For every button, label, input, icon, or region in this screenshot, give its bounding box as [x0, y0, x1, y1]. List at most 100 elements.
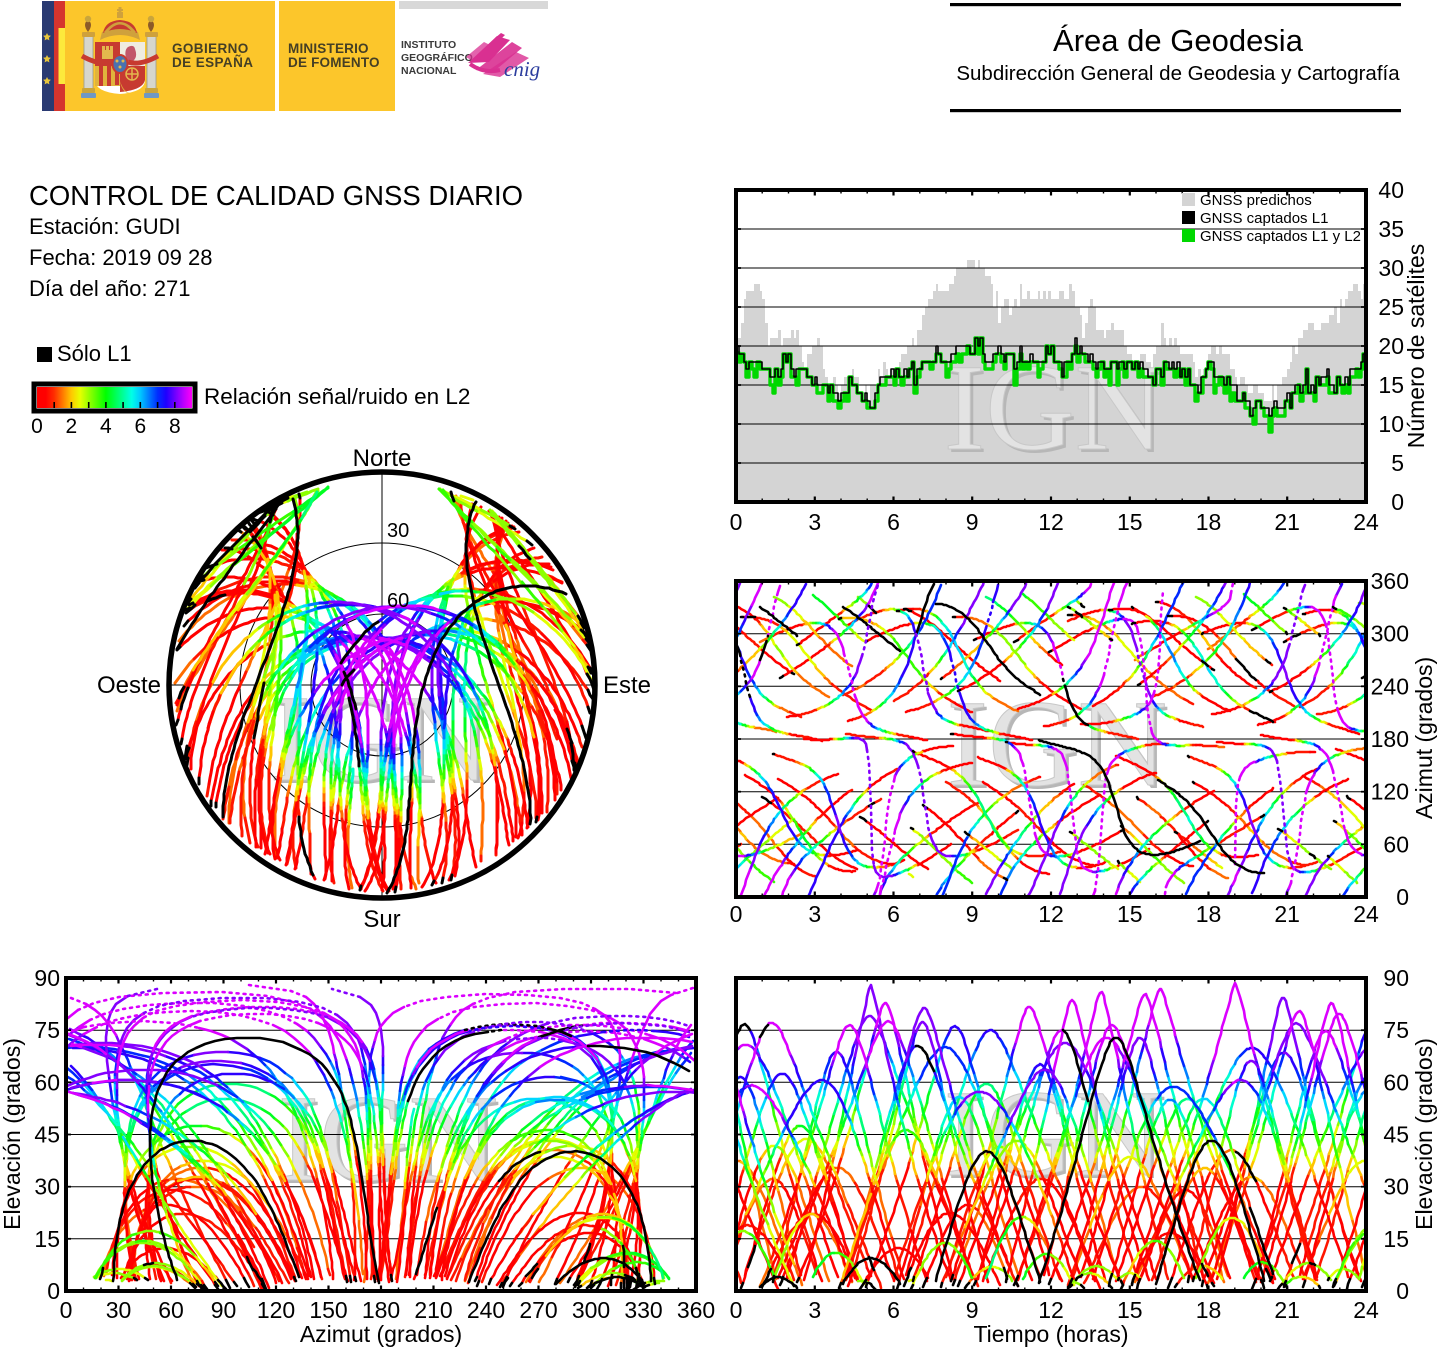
svg-text:4: 4	[100, 415, 112, 438]
svg-text:60: 60	[158, 1297, 184, 1323]
svg-text:Norte: Norte	[353, 445, 412, 472]
svg-text:5: 5	[1391, 450, 1404, 476]
svg-text:Número de satélites: Número de satélites	[1403, 244, 1429, 449]
svg-text:60: 60	[1383, 1069, 1409, 1095]
svg-text:21: 21	[1274, 1297, 1300, 1323]
svg-text:3: 3	[808, 509, 821, 535]
svg-text:12: 12	[1038, 1297, 1064, 1323]
svg-text:30: 30	[1383, 1174, 1409, 1200]
svg-text:GNSS captados L1: GNSS captados L1	[1200, 210, 1328, 227]
svg-text:180: 180	[1371, 726, 1409, 752]
svg-text:15: 15	[1117, 901, 1143, 927]
svg-text:6: 6	[887, 901, 900, 927]
svg-text:90: 90	[1383, 965, 1409, 991]
svg-text:6: 6	[134, 415, 146, 438]
svg-text:Día del año: 271: Día del año: 271	[29, 276, 190, 301]
svg-text:18: 18	[1196, 901, 1222, 927]
svg-text:9: 9	[966, 901, 979, 927]
svg-text:21: 21	[1274, 901, 1300, 927]
svg-text:40: 40	[1378, 177, 1404, 203]
svg-text:0: 0	[47, 1278, 60, 1304]
svg-text:Oeste: Oeste	[97, 672, 161, 699]
svg-text:9: 9	[966, 509, 979, 535]
svg-text:35: 35	[1378, 216, 1404, 242]
svg-text:Tiempo (horas): Tiempo (horas)	[973, 1321, 1128, 1347]
svg-text:60: 60	[1383, 831, 1409, 857]
svg-text:Sur: Sur	[363, 906, 400, 933]
svg-text:DE ESPAÑA: DE ESPAÑA	[172, 55, 253, 70]
svg-text:240: 240	[1371, 673, 1409, 699]
svg-text:Azimut (grados): Azimut (grados)	[1411, 657, 1437, 819]
svg-text:120: 120	[1371, 779, 1409, 805]
svg-text:15: 15	[34, 1226, 60, 1252]
svg-text:10: 10	[1378, 411, 1404, 437]
svg-text:75: 75	[34, 1017, 60, 1043]
svg-text:cnig: cnig	[504, 57, 540, 81]
svg-text:60: 60	[34, 1069, 60, 1095]
svg-text:MINISTERIO: MINISTERIO	[288, 41, 369, 56]
svg-text:360: 360	[1371, 568, 1409, 594]
svg-text:15: 15	[1117, 509, 1143, 535]
svg-text:120: 120	[257, 1297, 295, 1323]
svg-text:12: 12	[1038, 901, 1064, 927]
svg-text:2: 2	[66, 415, 78, 438]
svg-text:15: 15	[1117, 1297, 1143, 1323]
svg-text:18: 18	[1196, 1297, 1222, 1323]
svg-text:DE FOMENTO: DE FOMENTO	[288, 55, 380, 70]
svg-text:45: 45	[1383, 1122, 1409, 1148]
svg-text:18: 18	[1196, 509, 1222, 535]
svg-text:300: 300	[572, 1297, 610, 1323]
svg-text:180: 180	[362, 1297, 400, 1323]
svg-text:30: 30	[1378, 255, 1404, 281]
svg-text:15: 15	[1378, 372, 1404, 398]
svg-text:Área de Geodesia: Área de Geodesia	[1053, 23, 1304, 58]
svg-text:0: 0	[60, 1297, 73, 1323]
svg-text:Elevación (grados): Elevación (grados)	[0, 1038, 25, 1230]
svg-text:CONTROL DE CALIDAD GNSS DIARIO: CONTROL DE CALIDAD GNSS DIARIO	[29, 180, 523, 211]
svg-text:Relación señal/ruido en L2: Relación señal/ruido en L2	[204, 384, 470, 409]
svg-text:30: 30	[34, 1174, 60, 1200]
svg-text:12: 12	[1038, 509, 1064, 535]
svg-text:Azimut (grados): Azimut (grados)	[300, 1321, 462, 1347]
svg-text:6: 6	[887, 1297, 900, 1323]
svg-text:24: 24	[1353, 509, 1379, 535]
svg-text:Sólo L1: Sólo L1	[57, 341, 132, 366]
svg-text:GEOGRÁFICO: GEOGRÁFICO	[401, 51, 473, 64]
svg-text:0: 0	[1396, 884, 1409, 910]
svg-text:Elevación (grados): Elevación (grados)	[1411, 1038, 1437, 1230]
svg-text:24: 24	[1353, 901, 1379, 927]
svg-text:Este: Este	[603, 672, 651, 699]
svg-text:Estación: GUDI: Estación: GUDI	[29, 214, 181, 239]
svg-text:90: 90	[211, 1297, 237, 1323]
svg-text:300: 300	[1371, 621, 1409, 647]
svg-text:270: 270	[519, 1297, 557, 1323]
svg-text:30: 30	[106, 1297, 132, 1323]
svg-text:0: 0	[1396, 1278, 1409, 1304]
svg-text:0: 0	[730, 901, 743, 927]
svg-text:Fecha: 2019 09 28: Fecha: 2019 09 28	[29, 245, 212, 270]
svg-text:GNSS predichos: GNSS predichos	[1200, 192, 1312, 209]
svg-text:NACIONAL: NACIONAL	[401, 65, 457, 77]
svg-text:330: 330	[624, 1297, 662, 1323]
svg-text:0: 0	[1391, 489, 1404, 515]
svg-text:20: 20	[1378, 333, 1404, 359]
svg-text:6: 6	[887, 509, 900, 535]
svg-text:3: 3	[808, 901, 821, 927]
svg-text:8: 8	[169, 415, 181, 438]
svg-text:75: 75	[1383, 1017, 1409, 1043]
svg-text:45: 45	[34, 1122, 60, 1148]
svg-text:150: 150	[309, 1297, 347, 1323]
svg-text:IGN: IGN	[947, 675, 1167, 812]
svg-text:210: 210	[414, 1297, 452, 1323]
svg-text:0: 0	[730, 1297, 743, 1323]
svg-text:240: 240	[467, 1297, 505, 1323]
svg-text:21: 21	[1274, 509, 1300, 535]
svg-text:0: 0	[730, 509, 743, 535]
svg-text:Subdirección General de Geodes: Subdirección General de Geodesia y Carto…	[956, 62, 1400, 85]
svg-text:60: 60	[387, 590, 409, 612]
svg-text:0: 0	[31, 415, 43, 438]
svg-text:30: 30	[387, 520, 409, 542]
svg-text:25: 25	[1378, 294, 1404, 320]
svg-text:9: 9	[966, 1297, 979, 1323]
svg-text:INSTITUTO: INSTITUTO	[401, 39, 456, 51]
